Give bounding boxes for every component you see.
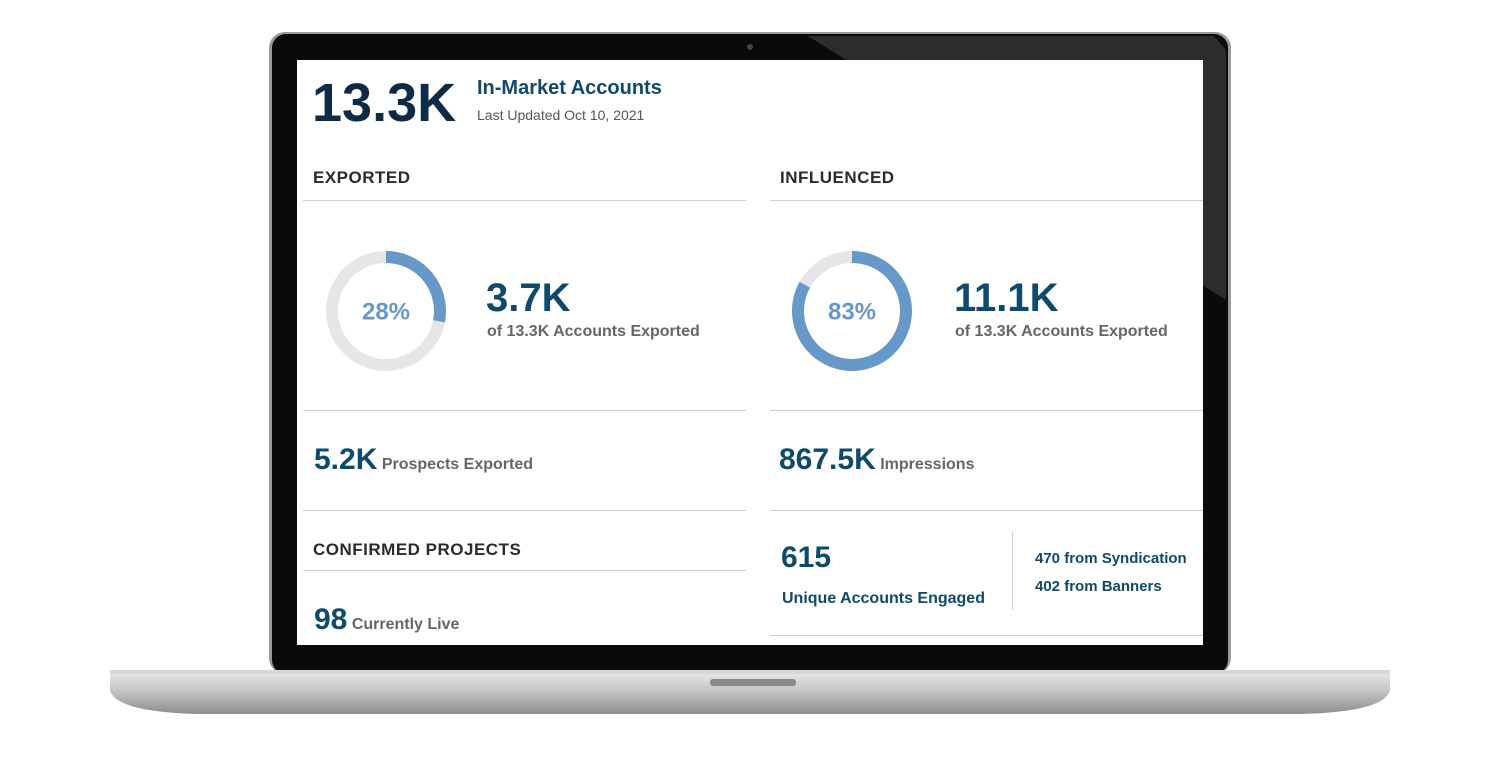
divider: [770, 635, 1203, 636]
breakdown-item: 402 from Banners: [1035, 578, 1162, 595]
gauge-arc: [792, 251, 912, 371]
divider: [303, 570, 746, 571]
divider: [770, 510, 1203, 511]
header-title: In-Market Accounts: [477, 77, 662, 99]
updated: Last Updated Oct 10, 2021: [477, 107, 645, 123]
exported-value: 3.7K: [486, 276, 571, 320]
divider: [770, 410, 1203, 411]
engaged-value: 615: [781, 541, 832, 574]
exported-caption: of 13.3K Accounts Exported: [487, 323, 700, 340]
influenced-value: 11.1K: [954, 276, 1059, 320]
total-value: 13.3K: [312, 73, 457, 133]
section-heading: EXPORTED: [313, 168, 411, 187]
breakdown-item: 470 from Syndication: [1035, 550, 1187, 567]
section-heading: CONFIRMED PROJECTS: [313, 540, 522, 559]
gauge-arc: [326, 251, 446, 371]
metric-value: 5.2K: [314, 443, 378, 476]
gauge: 28%: [326, 251, 446, 371]
gauge-label: 28%: [362, 298, 410, 325]
metric-label: Currently Live: [351, 616, 460, 633]
metric-row: 867.5K Impressions: [779, 443, 974, 477]
divider: [1012, 532, 1013, 610]
metric-row: 5.2K Prospects Exported: [314, 443, 533, 477]
gauge: 83%: [792, 251, 912, 371]
metric-label: Impressions: [880, 456, 975, 473]
influenced-caption: of 13.3K Accounts Exported: [955, 323, 1168, 340]
metric-row: 98 Currently Live: [314, 603, 459, 637]
metric-label: Prospects Exported: [381, 456, 533, 473]
section-heading: INFLUENCED: [780, 168, 895, 187]
metric-value: 98: [314, 603, 348, 636]
gauge-label: 83%: [828, 298, 876, 325]
metric-value: 867.5K: [779, 443, 876, 476]
engaged-label: Unique Accounts Engaged: [782, 590, 985, 607]
divider: [303, 200, 746, 201]
divider: [770, 200, 1203, 201]
divider: [303, 510, 746, 511]
divider: [303, 410, 746, 411]
